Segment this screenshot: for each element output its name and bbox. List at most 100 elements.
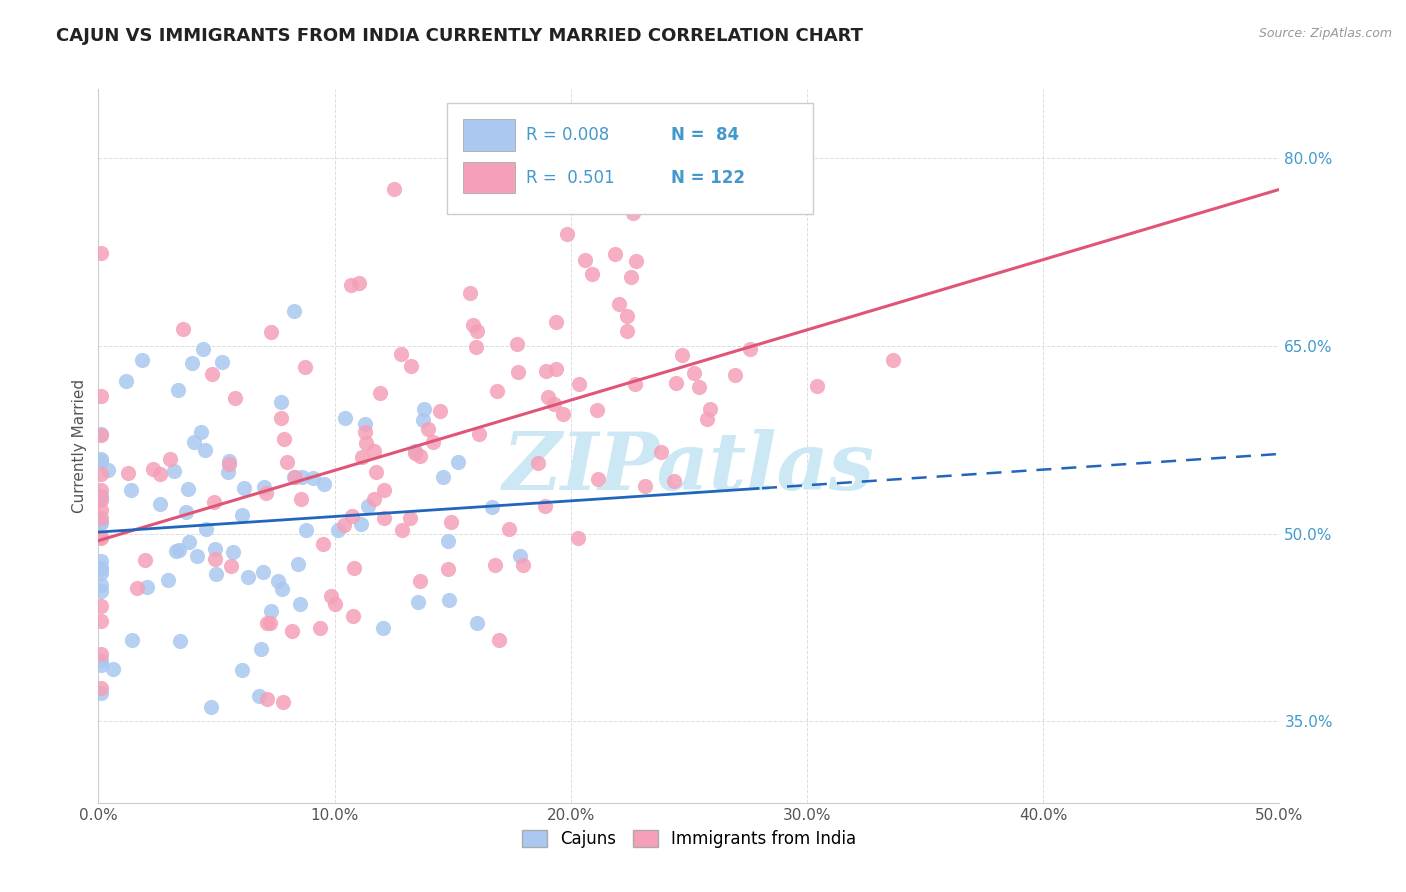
Point	[447, 455, 470, 469]
Point	[634, 479, 657, 493]
Point	[253, 480, 276, 494]
Point	[458, 285, 481, 300]
Point	[422, 434, 444, 449]
Point	[465, 340, 488, 354]
Text: R =  0.501: R = 0.501	[526, 169, 614, 186]
Point	[481, 500, 503, 515]
Point	[620, 269, 643, 284]
Point	[90, 428, 112, 442]
Point	[165, 544, 187, 558]
Point	[90, 566, 112, 580]
Text: N =  84: N = 84	[671, 126, 740, 144]
Point	[295, 523, 318, 537]
Point	[90, 492, 112, 507]
Point	[270, 394, 292, 409]
Point	[319, 589, 342, 603]
Point	[399, 359, 422, 373]
Point	[90, 467, 112, 481]
Point	[183, 435, 205, 450]
Point	[163, 464, 186, 478]
Point	[90, 516, 112, 530]
Point	[180, 356, 202, 370]
Point	[465, 616, 488, 631]
Point	[179, 535, 201, 549]
Text: N = 122: N = 122	[671, 169, 745, 186]
Point	[172, 321, 194, 335]
Point	[90, 686, 112, 700]
Point	[115, 374, 138, 388]
Point	[291, 470, 314, 484]
Point	[167, 383, 190, 397]
Point	[723, 368, 745, 382]
Point	[90, 554, 112, 568]
Point	[312, 477, 335, 491]
Point	[252, 566, 274, 580]
Point	[186, 549, 208, 563]
Point	[586, 403, 609, 417]
Point	[389, 347, 412, 361]
Point	[233, 482, 256, 496]
Point	[177, 482, 200, 496]
Point	[333, 517, 356, 532]
Point	[136, 581, 159, 595]
Point	[567, 532, 589, 546]
Point	[373, 483, 395, 498]
Point	[90, 427, 112, 442]
Point	[231, 663, 253, 677]
Point	[254, 486, 277, 500]
Point	[224, 391, 246, 405]
Point	[270, 411, 292, 425]
Point	[624, 254, 647, 268]
Point	[432, 469, 454, 483]
Point	[616, 324, 638, 338]
Point	[586, 472, 609, 486]
Point	[607, 296, 630, 310]
Point	[404, 444, 426, 458]
Point	[256, 616, 278, 631]
Point	[125, 582, 148, 596]
Point	[671, 348, 693, 362]
Point	[200, 700, 222, 714]
Point	[409, 574, 432, 589]
Point	[193, 342, 215, 356]
Point	[603, 247, 626, 261]
Point	[806, 378, 828, 392]
Point	[287, 557, 309, 571]
Point	[581, 267, 603, 281]
Point	[391, 523, 413, 537]
Point	[364, 465, 387, 479]
Point	[350, 450, 373, 465]
Point	[323, 597, 346, 611]
Point	[418, 422, 440, 436]
Point	[218, 458, 240, 472]
Point	[309, 621, 332, 635]
Point	[190, 425, 212, 439]
Point	[882, 352, 904, 367]
Point	[97, 463, 120, 477]
Point	[555, 227, 578, 241]
Point	[363, 444, 385, 458]
Point	[90, 658, 112, 673]
Point	[436, 561, 458, 575]
Point	[353, 417, 375, 431]
Point	[544, 362, 567, 376]
Point	[271, 695, 294, 709]
Point	[340, 509, 363, 524]
Point	[90, 452, 112, 467]
Point	[624, 376, 647, 391]
Point	[194, 443, 217, 458]
Point	[204, 551, 226, 566]
Point	[219, 558, 242, 573]
Point	[740, 342, 762, 356]
Point	[247, 689, 270, 703]
Point	[461, 318, 484, 333]
Point	[90, 653, 112, 667]
Point	[312, 536, 335, 550]
Point	[90, 491, 112, 505]
Point	[211, 355, 233, 369]
Point	[354, 435, 377, 450]
Point	[650, 445, 672, 459]
Point	[238, 570, 260, 584]
Point	[90, 681, 112, 695]
Point	[201, 368, 224, 382]
